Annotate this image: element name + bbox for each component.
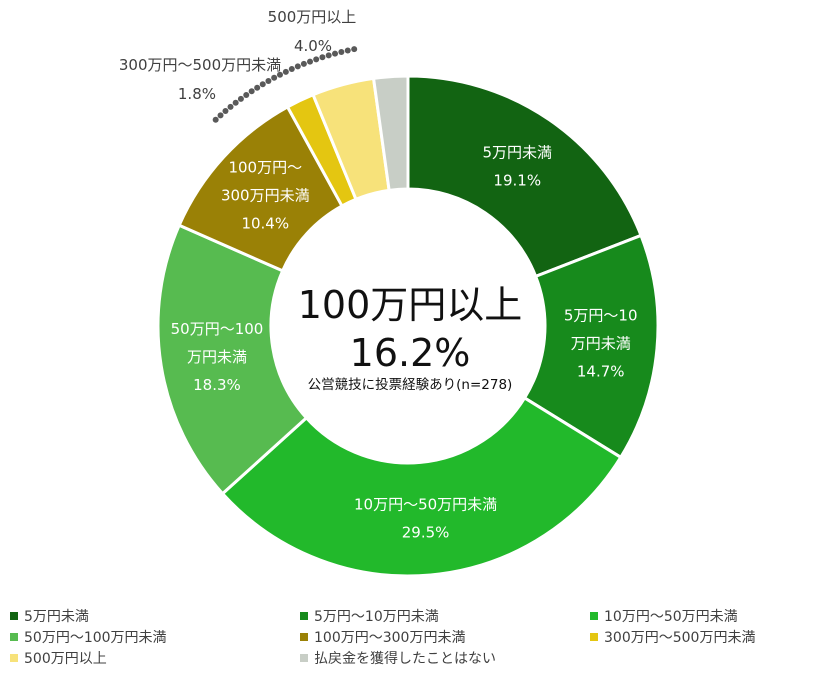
legend-swatch xyxy=(590,612,598,620)
donut-slices xyxy=(156,74,660,578)
slice-label-4: 300万円未満 xyxy=(221,186,310,204)
bracket-dot xyxy=(243,91,250,98)
outer-value-5: 1.8% xyxy=(178,85,216,103)
bracket-dot xyxy=(307,58,314,65)
bracket-dot xyxy=(259,81,266,88)
legend-item: 500万円以上 xyxy=(10,648,107,668)
bracket-dot xyxy=(288,66,295,73)
legend-item: 100万円〜300万円未満 xyxy=(300,627,465,647)
slice-value-2: 29.5% xyxy=(402,524,450,542)
bracket-dot xyxy=(351,46,358,53)
slice-label-0: 5万円未満 xyxy=(482,143,552,161)
slice-value-1: 14.7% xyxy=(577,363,625,381)
legend-item: 払戻金を獲得したことはない xyxy=(300,648,496,668)
legend-item: 5万円未満 xyxy=(10,606,89,626)
slice-0 xyxy=(406,74,643,279)
bracket-dot xyxy=(254,84,261,91)
legend-item: 5万円〜10万円未満 xyxy=(300,606,439,626)
bracket-dot xyxy=(232,99,239,106)
slice-7 xyxy=(371,74,410,192)
slice-label-4: 100万円〜 xyxy=(228,158,302,176)
bracket-dot xyxy=(217,112,224,119)
legend-swatch xyxy=(300,612,308,620)
bracket-dot xyxy=(282,68,289,75)
slice-label-1: 万円未満 xyxy=(571,335,631,353)
bracket-dot xyxy=(271,74,278,81)
slice-value-4: 10.4% xyxy=(241,214,289,232)
legend-swatch xyxy=(10,633,18,641)
legend: 5万円未満 5万円〜10万円未満 10万円〜50万円未満 50万円〜100万円未満 10… xyxy=(0,606,813,681)
slice-value-0: 19.1% xyxy=(493,171,541,189)
bracket-dot xyxy=(265,77,272,84)
bracket-dot xyxy=(300,60,307,67)
legend-label: 300万円〜500万円未満 xyxy=(604,630,756,646)
center-main-label: 100万円以上 xyxy=(298,283,523,327)
outer-label-5: 300万円〜500万円未満 xyxy=(119,56,281,74)
bracket-dot xyxy=(313,56,320,63)
bracket-dot xyxy=(319,54,326,61)
slice-3 xyxy=(156,223,309,496)
bracket-dot xyxy=(237,95,244,102)
slice-value-3: 18.3% xyxy=(193,376,241,394)
bracket-dot xyxy=(227,103,234,110)
bracket-dot xyxy=(276,71,283,78)
center-main-value: 16.2% xyxy=(350,331,471,375)
bracket-dot xyxy=(212,116,219,123)
outer-label-6: 500万円以上 xyxy=(268,8,357,26)
legend-item: 50万円〜100万円未満 xyxy=(10,627,167,647)
outer-labels: 300万円〜500万円未満 1.8% 500万円以上 4.0% xyxy=(119,8,356,103)
legend-label: 500万円以上 xyxy=(24,651,107,667)
bracket-dotted-arc xyxy=(212,46,358,123)
center-text: 100万円以上 16.2% 公営競技に投票経験あり(n=278) xyxy=(298,283,523,393)
bracket-dot xyxy=(248,88,255,95)
donut-chart: 5万円未満 19.1% 5万円〜10 万円未満 14.7% 10万円〜50万円未満 29.5… xyxy=(119,8,660,578)
slice-label-3: 万円未満 xyxy=(187,348,247,366)
bracket-dot xyxy=(338,48,345,55)
legend-swatch xyxy=(590,633,598,641)
legend-label: 払戻金を獲得したことはない xyxy=(314,651,496,667)
bracket-dot xyxy=(325,52,332,59)
slice-2 xyxy=(220,395,623,578)
outer-value-6: 4.0% xyxy=(294,37,332,55)
slice-label-3: 50万円〜100 xyxy=(171,320,264,338)
legend-item: 300万円〜500万円未満 xyxy=(590,627,755,647)
legend-label: 5万円〜10万円未満 xyxy=(314,609,439,625)
slice-label-2: 10万円〜50万円未満 xyxy=(354,496,497,514)
legend-item: 10万円〜50万円未満 xyxy=(590,606,738,626)
legend-swatch xyxy=(10,654,18,662)
legend-label: 100万円〜300万円未満 xyxy=(314,630,466,646)
slice-label-1: 5万円〜10 xyxy=(564,307,638,325)
bracket-dot xyxy=(294,63,301,70)
legend-swatch xyxy=(300,654,308,662)
legend-swatch xyxy=(10,612,18,620)
legend-label: 10万円〜50万円未満 xyxy=(604,609,738,625)
center-caption: 公営競技に投票経験あり(n=278) xyxy=(308,377,513,393)
bracket-dot xyxy=(344,47,351,54)
slice-1 xyxy=(522,233,660,460)
legend-swatch xyxy=(300,633,308,641)
legend-label: 50万円〜100万円未満 xyxy=(24,630,167,646)
slice-labels: 5万円未満 19.1% 5万円〜10 万円未満 14.7% 10万円〜50万円未満 29.5… xyxy=(171,143,638,541)
bracket-dot xyxy=(222,108,229,115)
legend-label: 5万円未満 xyxy=(24,609,89,625)
bracket-dot xyxy=(332,50,339,57)
